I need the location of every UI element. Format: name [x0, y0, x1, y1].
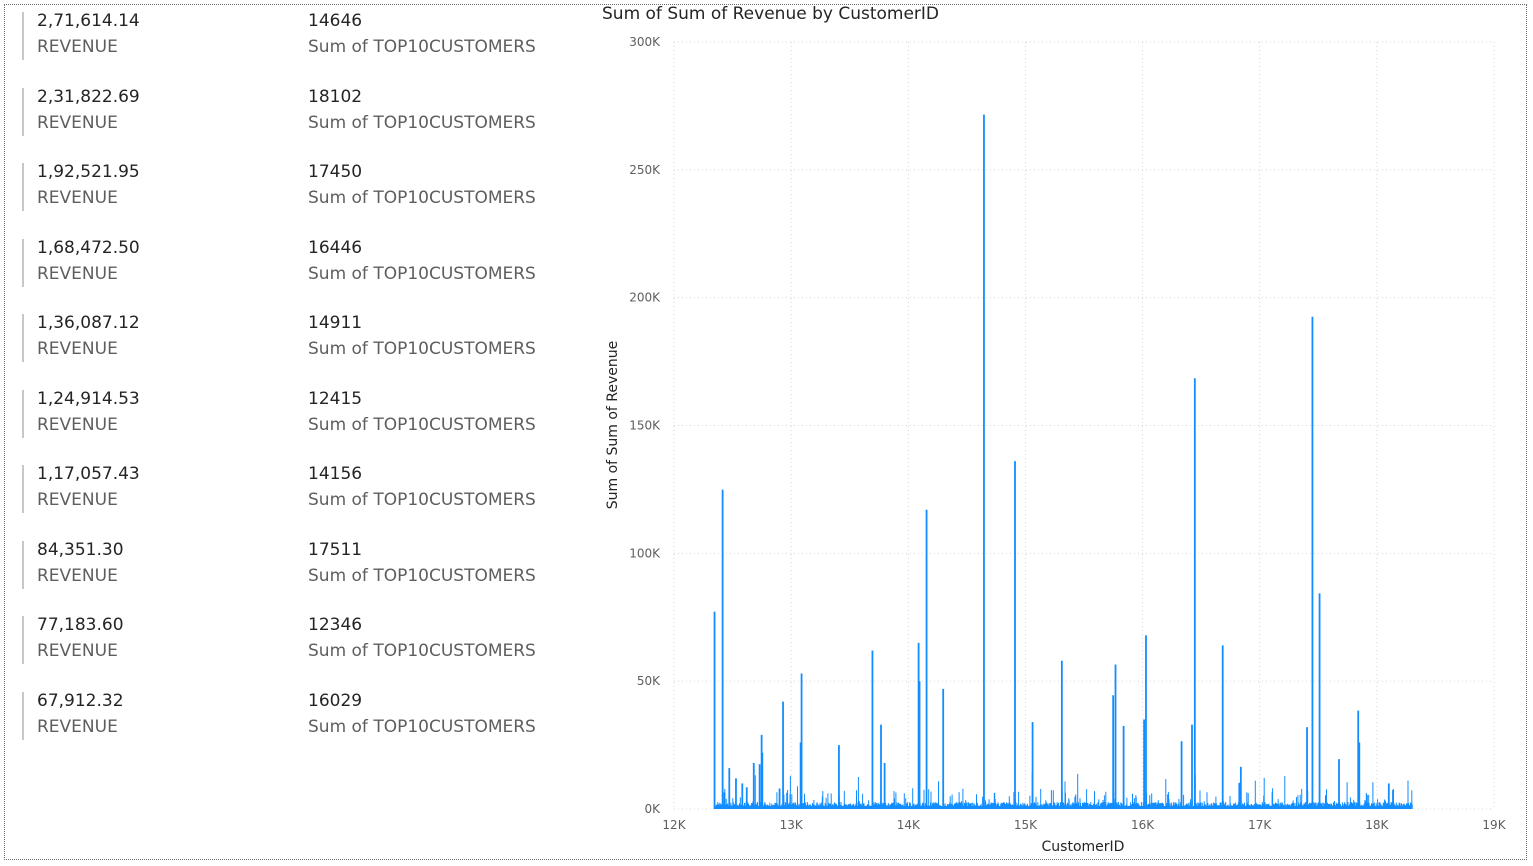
customer-id-label: Sum of TOP10CUSTOMERS — [308, 490, 536, 510]
y-tick-label: 150K — [629, 419, 661, 433]
y-tick-label: 100K — [629, 546, 661, 560]
y-tick-label: 50K — [637, 674, 661, 688]
y-tick-label: 200K — [629, 291, 661, 305]
card-accent-bar — [22, 389, 24, 438]
customer-id-value: 17450 — [308, 162, 363, 182]
customer-id-label: Sum of TOP10CUSTOMERS — [308, 112, 536, 133]
x-tick-label: 13K — [780, 818, 804, 832]
y-axis-ticks: 0K 50K 100K 150K 200K 250K 300K — [629, 35, 661, 816]
card-accent-bar — [22, 87, 24, 136]
revenue-series — [713, 114, 1390, 809]
x-tick-label: 16K — [1131, 818, 1155, 832]
card-row[interactable]: 1,17,057.43 REVENUE 14156 Sum of TOP10CUSTO… — [22, 463, 582, 539]
card-accent-bar — [22, 12, 24, 60]
customer-id-label: Sum of TOP10CUSTOMERS — [308, 565, 536, 586]
customer-id-value: 16029 — [308, 690, 363, 711]
customer-id-value: 17511 — [308, 539, 363, 560]
revenue-value: 1,92,521.95 — [37, 162, 140, 182]
customer-id-label: Sum of TOP10CUSTOMERS — [308, 37, 536, 57]
customer-id-value: 14156 — [308, 464, 363, 484]
card-accent-bar — [22, 465, 24, 513]
revenue-label: REVENUE — [37, 565, 118, 586]
x-tick-label: 18K — [1365, 818, 1389, 832]
x-axis-ticks: 12K 13K 14K 15K 16K 17K 18K 19K — [662, 818, 1506, 832]
customer-id-label: Sum of TOP10CUSTOMERS — [308, 716, 536, 737]
y-axis-title: Sum of Sum of Revenue — [605, 341, 621, 510]
customer-id-value: 16446 — [308, 237, 363, 258]
y-tick-label: 250K — [629, 163, 661, 177]
revenue-value: 2,71,614.14 — [37, 11, 140, 31]
card-row[interactable]: 84,351.30 REVENUE 17511 Sum of TOP10CUSTOME… — [22, 539, 582, 615]
x-tick-label: 19K — [1482, 818, 1506, 832]
revenue-label: REVENUE — [37, 339, 118, 359]
revenue-value: 1,68,472.50 — [37, 237, 140, 258]
revenue-value: 1,24,914.53 — [37, 388, 140, 409]
revenue-label: REVENUE — [37, 112, 118, 133]
customer-id-label: Sum of TOP10CUSTOMERS — [308, 641, 536, 661]
revenue-label: REVENUE — [37, 188, 118, 208]
revenue-label: REVENUE — [37, 716, 118, 737]
revenue-value: 67,912.32 — [37, 690, 124, 711]
x-tick-label: 14K — [897, 818, 921, 832]
customer-id-value: 14911 — [308, 313, 363, 333]
top-customers-card-list: 2,71,614.14 REVENUE 14646 Sum of TOP10CUSTO… — [22, 10, 582, 765]
revenue-value: 2,31,822.69 — [37, 86, 140, 107]
card-accent-bar — [22, 163, 24, 211]
card-accent-bar — [22, 691, 24, 740]
customer-id-value: 18102 — [308, 86, 363, 107]
revenue-label: REVENUE — [37, 490, 118, 510]
y-tick-label: 0K — [644, 802, 661, 816]
card-row[interactable]: 1,68,472.50 REVENUE 16446 Sum of TOP10CUSTO… — [22, 237, 582, 313]
report-frame — [4, 4, 1527, 860]
customer-id-value: 14646 — [308, 11, 363, 31]
customer-id-label: Sum of TOP10CUSTOMERS — [308, 339, 536, 359]
x-tick-label: 15K — [1014, 818, 1038, 832]
card-accent-bar — [22, 314, 24, 362]
baseline-band — [714, 805, 1413, 809]
card-row[interactable]: 67,912.32 REVENUE 16029 Sum of TOP10CUSTOME… — [22, 690, 582, 766]
card-accent-bar — [22, 540, 24, 589]
revenue-value: 1,17,057.43 — [37, 464, 140, 484]
customer-id-label: Sum of TOP10CUSTOMERS — [308, 263, 536, 284]
customer-id-label: Sum of TOP10CUSTOMERS — [308, 414, 536, 435]
customer-id-value: 12415 — [308, 388, 363, 409]
x-axis-title: CustomerID — [1042, 839, 1125, 855]
revenue-label: REVENUE — [37, 414, 118, 435]
card-row[interactable]: 1,36,087.12 REVENUE 14911 Sum of TOP10CUSTO… — [22, 312, 582, 388]
card-row[interactable]: 77,183.60 REVENUE 12346 Sum of TOP10CUSTOME… — [22, 614, 582, 690]
revenue-label: REVENUE — [37, 263, 118, 284]
card-accent-bar — [22, 616, 24, 664]
revenue-label: REVENUE — [37, 641, 118, 661]
customer-id-label: Sum of TOP10CUSTOMERS — [308, 188, 536, 208]
x-tick-label: 17K — [1248, 818, 1272, 832]
y-tick-label: 300K — [629, 35, 661, 49]
card-row[interactable]: 1,24,914.53 REVENUE 12415 Sum of TOP10CUSTO… — [22, 388, 582, 464]
chart-title: Sum of Sum of Revenue by CustomerID — [602, 4, 940, 24]
card-row[interactable]: 2,31,822.69 REVENUE 18102 Sum of TOP10CUSTO… — [22, 86, 582, 162]
revenue-value: 1,36,087.12 — [37, 313, 140, 333]
x-tick-label: 12K — [662, 818, 686, 832]
customer-id-value: 12346 — [308, 615, 363, 635]
chart-gridlines — [673, 41, 1495, 810]
card-row[interactable]: 2,71,614.14 REVENUE 14646 Sum of TOP10CUSTO… — [22, 10, 582, 86]
card-row[interactable]: 1,92,521.95 REVENUE 17450 Sum of TOP10CUSTO… — [22, 161, 582, 237]
revenue-label: REVENUE — [37, 37, 118, 57]
revenue-value: 77,183.60 — [37, 615, 124, 635]
card-accent-bar — [22, 238, 24, 287]
revenue-value: 84,351.30 — [37, 539, 124, 560]
